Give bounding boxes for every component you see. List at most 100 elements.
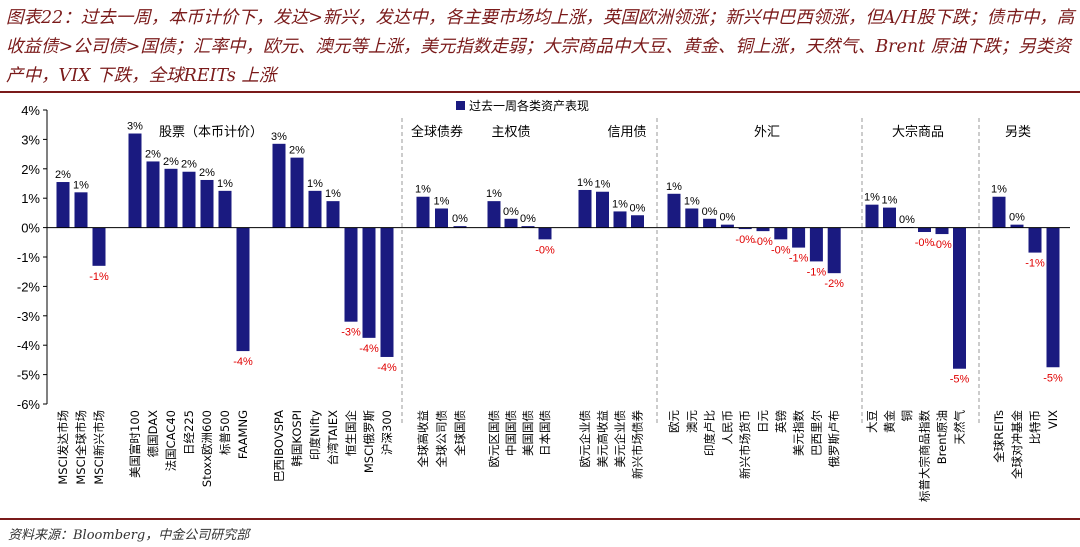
bar bbox=[146, 161, 160, 228]
group-title: 另类 bbox=[1005, 125, 1031, 140]
bar bbox=[435, 208, 448, 228]
x-tick-label: 欧元 bbox=[667, 410, 681, 433]
data-label: 1% bbox=[882, 195, 898, 207]
bar bbox=[703, 218, 717, 228]
bar bbox=[308, 190, 322, 228]
x-tick-label: 巴西IBOVSPA bbox=[272, 410, 286, 482]
footer-rule bbox=[0, 518, 1080, 520]
x-tick-label: 大豆 bbox=[865, 410, 879, 433]
y-tick-label: -3% bbox=[17, 309, 41, 324]
data-label: -1% bbox=[807, 266, 827, 278]
data-label: 0% bbox=[452, 213, 468, 225]
x-tick-label: 沪深300 bbox=[380, 410, 394, 455]
bar bbox=[521, 226, 535, 228]
bar bbox=[200, 179, 214, 228]
x-tick-label: 中国国债 bbox=[504, 410, 518, 456]
y-tick-label: 0% bbox=[21, 221, 40, 236]
bar bbox=[1010, 224, 1024, 228]
data-label: 2% bbox=[55, 169, 71, 181]
group-title: 外汇 bbox=[754, 125, 780, 140]
data-label: -1% bbox=[1025, 258, 1045, 270]
legend-label: 过去一周各类资产表现 bbox=[469, 98, 589, 113]
data-label: 1% bbox=[434, 195, 450, 207]
bar bbox=[953, 227, 966, 369]
x-tick-label: 法国CAC40 bbox=[164, 410, 178, 471]
data-label: 0% bbox=[899, 214, 915, 226]
bar bbox=[827, 227, 841, 274]
group-title: 股票（本币计价） bbox=[159, 125, 263, 140]
y-tick-label: 3% bbox=[21, 132, 40, 147]
x-tick-label: 欧元企业债 bbox=[578, 410, 592, 468]
data-label: 1% bbox=[415, 184, 431, 196]
bar bbox=[504, 218, 518, 228]
bar bbox=[538, 227, 552, 240]
x-tick-label: 美元指数 bbox=[792, 410, 806, 456]
data-label: -2% bbox=[824, 278, 844, 290]
x-tick-label: 日经225 bbox=[182, 410, 196, 455]
x-tick-label: 美国富时100 bbox=[128, 410, 142, 478]
x-tick-label: 全球对冲基金 bbox=[1010, 410, 1024, 479]
y-tick-label: 1% bbox=[21, 191, 40, 206]
data-label: -4% bbox=[233, 356, 253, 368]
x-tick-label: 全球国债 bbox=[453, 410, 467, 456]
data-label: -4% bbox=[359, 343, 379, 355]
source-note: 资料来源：Bloomberg，中金公司研究部 bbox=[8, 528, 250, 543]
data-label: 1% bbox=[991, 184, 1007, 196]
x-tick-label: Stoxx欧洲600 bbox=[200, 410, 214, 487]
x-tick-label: 巴西里尔 bbox=[809, 410, 823, 456]
bar bbox=[685, 208, 699, 228]
x-tick-label: 铜 bbox=[900, 410, 914, 422]
bar bbox=[720, 224, 734, 228]
bar bbox=[631, 215, 644, 228]
bar bbox=[992, 196, 1006, 228]
x-tick-label: Brent原油 bbox=[935, 410, 949, 464]
data-label: -0% bbox=[735, 234, 755, 246]
data-label: 0% bbox=[520, 213, 536, 225]
x-tick-label: MSCI新兴市场 bbox=[92, 410, 106, 485]
x-tick-label: 美国国债 bbox=[521, 410, 535, 456]
data-label: 2% bbox=[199, 167, 215, 179]
data-label: -5% bbox=[1043, 372, 1063, 384]
x-tick-label: 英镑 bbox=[774, 410, 788, 433]
data-label: 1% bbox=[864, 192, 880, 204]
x-tick-label: 标普500 bbox=[218, 410, 232, 455]
bar bbox=[935, 227, 949, 235]
data-label: 3% bbox=[127, 121, 143, 133]
data-label: 2% bbox=[163, 156, 179, 168]
bar bbox=[128, 133, 142, 228]
data-label: 2% bbox=[181, 159, 197, 171]
bar bbox=[218, 190, 232, 228]
x-tick-label: VIX bbox=[1046, 410, 1060, 429]
y-tick-label: -5% bbox=[17, 368, 41, 383]
data-label: -0% bbox=[771, 244, 791, 256]
group-title: 信用债 bbox=[607, 125, 646, 140]
x-tick-label: 黄金 bbox=[883, 410, 897, 433]
bar bbox=[74, 192, 88, 228]
x-tick-label: 欧元区国债 bbox=[487, 410, 501, 468]
bar bbox=[738, 227, 752, 230]
bar bbox=[883, 207, 896, 228]
bar bbox=[272, 143, 286, 228]
caption-rule bbox=[0, 91, 1080, 93]
data-label: -0% bbox=[753, 236, 773, 248]
bar bbox=[362, 227, 376, 338]
x-tick-label: 人民币 bbox=[720, 410, 734, 445]
data-label: 0% bbox=[1009, 212, 1025, 224]
bar bbox=[613, 211, 627, 228]
data-label: -0% bbox=[535, 244, 555, 256]
data-label: 1% bbox=[325, 188, 341, 200]
bar bbox=[453, 226, 467, 228]
x-tick-label: 德国DAX bbox=[146, 410, 160, 458]
data-label: 0% bbox=[702, 206, 718, 218]
x-tick-label: 日元 bbox=[756, 410, 770, 433]
data-label: 0% bbox=[630, 202, 646, 214]
y-tick-label: 4% bbox=[21, 103, 40, 118]
x-tick-label: 比特币 bbox=[1028, 410, 1042, 445]
x-tick-label: 全球高收益 bbox=[416, 410, 430, 468]
bar bbox=[774, 227, 788, 240]
data-label: 1% bbox=[73, 179, 89, 191]
bar bbox=[344, 227, 358, 322]
bar bbox=[918, 227, 931, 233]
data-label: -1% bbox=[89, 271, 109, 283]
